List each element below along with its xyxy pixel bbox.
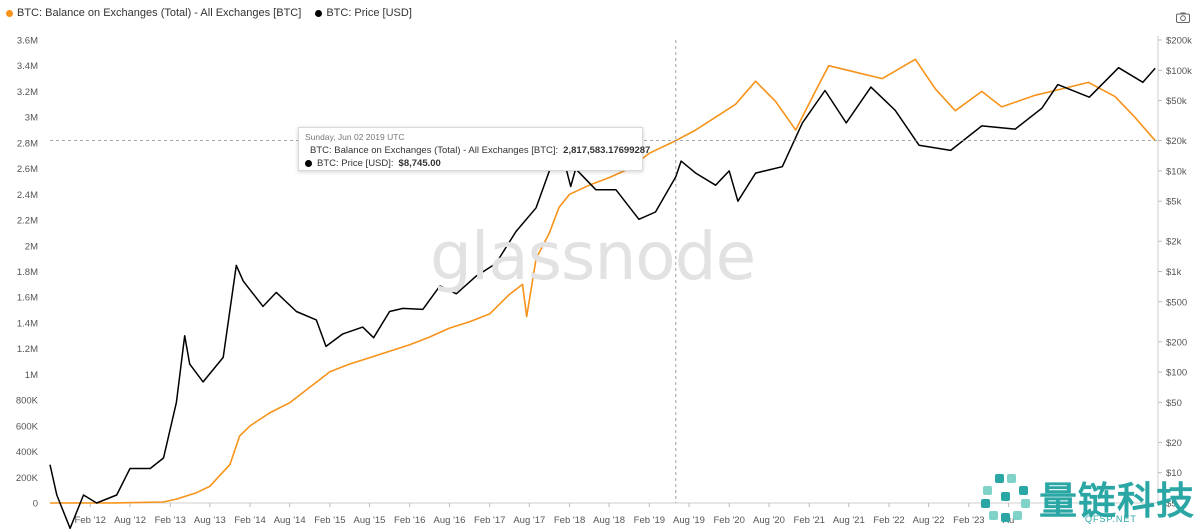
legend-item-balance[interactable]: BTC: Balance on Exchanges (Total) - All … xyxy=(6,7,301,19)
left-tick-label: 1.6M xyxy=(17,293,38,304)
right-tick-label: $200k xyxy=(1166,36,1192,47)
left-tick-label: 800K xyxy=(16,396,39,407)
x-tick-label: Feb '19 xyxy=(634,515,665,526)
left-axis: 0 200K 400K 600K 800K 1M 1.2M 1.4M 1.6M 1.8M 2M 2.2… xyxy=(16,36,39,510)
left-tick-label: 1.2M xyxy=(17,344,38,355)
x-tick-label: Feb '14 xyxy=(234,515,265,526)
right-tick-label: $100k xyxy=(1166,66,1192,77)
x-tick-label: Feb '17 xyxy=(474,515,505,526)
left-tick-label: 1.8M xyxy=(17,267,38,278)
x-tick-label: Aug '14 xyxy=(274,515,306,526)
tooltip-price-label: BTC: Price [USD]: xyxy=(317,158,394,169)
right-tick-label: $20 xyxy=(1166,438,1182,449)
tooltip-row-price: BTC: Price [USD]: $8,745.00 xyxy=(305,157,636,170)
x-tick-label: Feb '21 xyxy=(794,515,825,526)
left-tick-label: 3.2M xyxy=(17,87,38,98)
x-tick-label: Aug '18 xyxy=(593,515,625,526)
left-tick-label: 2.4M xyxy=(17,190,38,201)
x-tick-label: Aug '15 xyxy=(354,515,386,526)
left-tick-label: 0 xyxy=(33,499,38,510)
x-tick-label: Feb '23 xyxy=(953,515,984,526)
tooltip: Sunday, Jun 02 2019 UTC BTC: Balance on … xyxy=(298,127,650,171)
series-line-price[interactable] xyxy=(49,66,1156,530)
left-tick-label: 600K xyxy=(16,421,39,432)
left-tick-label: 200K xyxy=(16,473,39,484)
right-tick-label: $1k xyxy=(1166,267,1182,278)
legend-dot-price xyxy=(315,9,323,17)
brand-url: QFSP.NET xyxy=(1085,514,1137,524)
left-tick-label: 3.6M xyxy=(17,36,38,47)
left-tick-label: 2.2M xyxy=(17,216,38,227)
left-tick-label: 3M xyxy=(25,113,38,124)
brand-name: 量链科技 xyxy=(1039,479,1196,523)
right-tick-label: $50k xyxy=(1166,96,1187,107)
left-tick-label: 400K xyxy=(16,447,39,458)
brand-logo-icon xyxy=(981,474,1030,522)
x-tick-label: Feb '15 xyxy=(314,515,345,526)
x-tick-label: Aug '19 xyxy=(673,515,705,526)
right-tick-label: $500 xyxy=(1166,297,1187,308)
x-tick-label: Aug '21 xyxy=(833,515,865,526)
legend: BTC: Balance on Exchanges (Total) - All … xyxy=(6,7,412,19)
legend-label-price: BTC: Price [USD] xyxy=(326,7,412,19)
left-tick-label: 1.4M xyxy=(17,318,38,329)
x-tick-label: Aug '16 xyxy=(434,515,466,526)
tooltip-price-value: $8,745.00 xyxy=(398,158,441,169)
right-tick-label: $20k xyxy=(1166,136,1187,147)
x-tick-label: Aug '17 xyxy=(513,515,545,526)
right-tick-label: $2k xyxy=(1166,237,1182,248)
brand-watermark: 量链科技 QFSP.NET xyxy=(975,470,1195,526)
x-tick-label: Aug '13 xyxy=(194,515,226,526)
x-tick-label: Feb '16 xyxy=(394,515,425,526)
camera-icon[interactable] xyxy=(1176,12,1190,23)
watermark: glassnode xyxy=(430,218,756,295)
x-tick-label: Feb '12 xyxy=(75,515,106,526)
x-tick-label: Feb '22 xyxy=(873,515,904,526)
right-tick-label: $200 xyxy=(1166,337,1187,348)
right-axis: $5 $10 $20 $50 $100 $200 $500 $1k $2k $5k $10k $20k… xyxy=(1158,36,1192,510)
x-tick-label: Feb '20 xyxy=(713,515,744,526)
tooltip-row-balance: BTC: Balance on Exchanges (Total) - All … xyxy=(305,144,650,157)
grid xyxy=(50,36,1159,504)
legend-label-balance: BTC: Balance on Exchanges (Total) - All … xyxy=(17,7,302,19)
x-tick-label: Feb '13 xyxy=(155,515,186,526)
legend-dot-balance xyxy=(6,9,13,17)
legend-item-price[interactable]: BTC: Price [USD] xyxy=(315,7,412,19)
right-tick-label: $5 xyxy=(1166,499,1177,510)
tooltip-balance-label: BTC: Balance on Exchanges (Total) - All … xyxy=(310,145,559,156)
x-tick-label: Aug '12 xyxy=(114,515,146,526)
right-tick-label: $100 xyxy=(1166,368,1187,379)
right-tick-label: $10k xyxy=(1166,166,1187,177)
series-lines xyxy=(49,58,1156,530)
right-tick-label: $10 xyxy=(1166,468,1182,479)
x-tick-label: Feb '18 xyxy=(554,515,585,526)
tooltip-balance-value: 2,817,583.17699287 xyxy=(563,145,651,156)
left-tick-label: 1M xyxy=(25,370,38,381)
x-tick-label: Aug '20 xyxy=(753,515,785,526)
x-tick-label: Aug '22 xyxy=(913,515,945,526)
left-tick-label: 2.6M xyxy=(17,164,38,175)
left-tick-label: 2.8M xyxy=(17,138,38,149)
right-tick-label: $50 xyxy=(1166,398,1182,409)
right-tick-label: $5k xyxy=(1166,197,1182,208)
tooltip-dot-price xyxy=(305,160,312,167)
left-tick-label: 3.4M xyxy=(17,61,38,72)
x-axis: Feb '12 Aug '12 Feb '13 Aug '13 Feb '14 Aug '… xyxy=(75,503,1014,526)
series-line-balance[interactable] xyxy=(49,58,1156,504)
tooltip-date: Sunday, Jun 02 2019 UTC xyxy=(305,132,405,142)
left-tick-label: 2M xyxy=(25,241,38,252)
